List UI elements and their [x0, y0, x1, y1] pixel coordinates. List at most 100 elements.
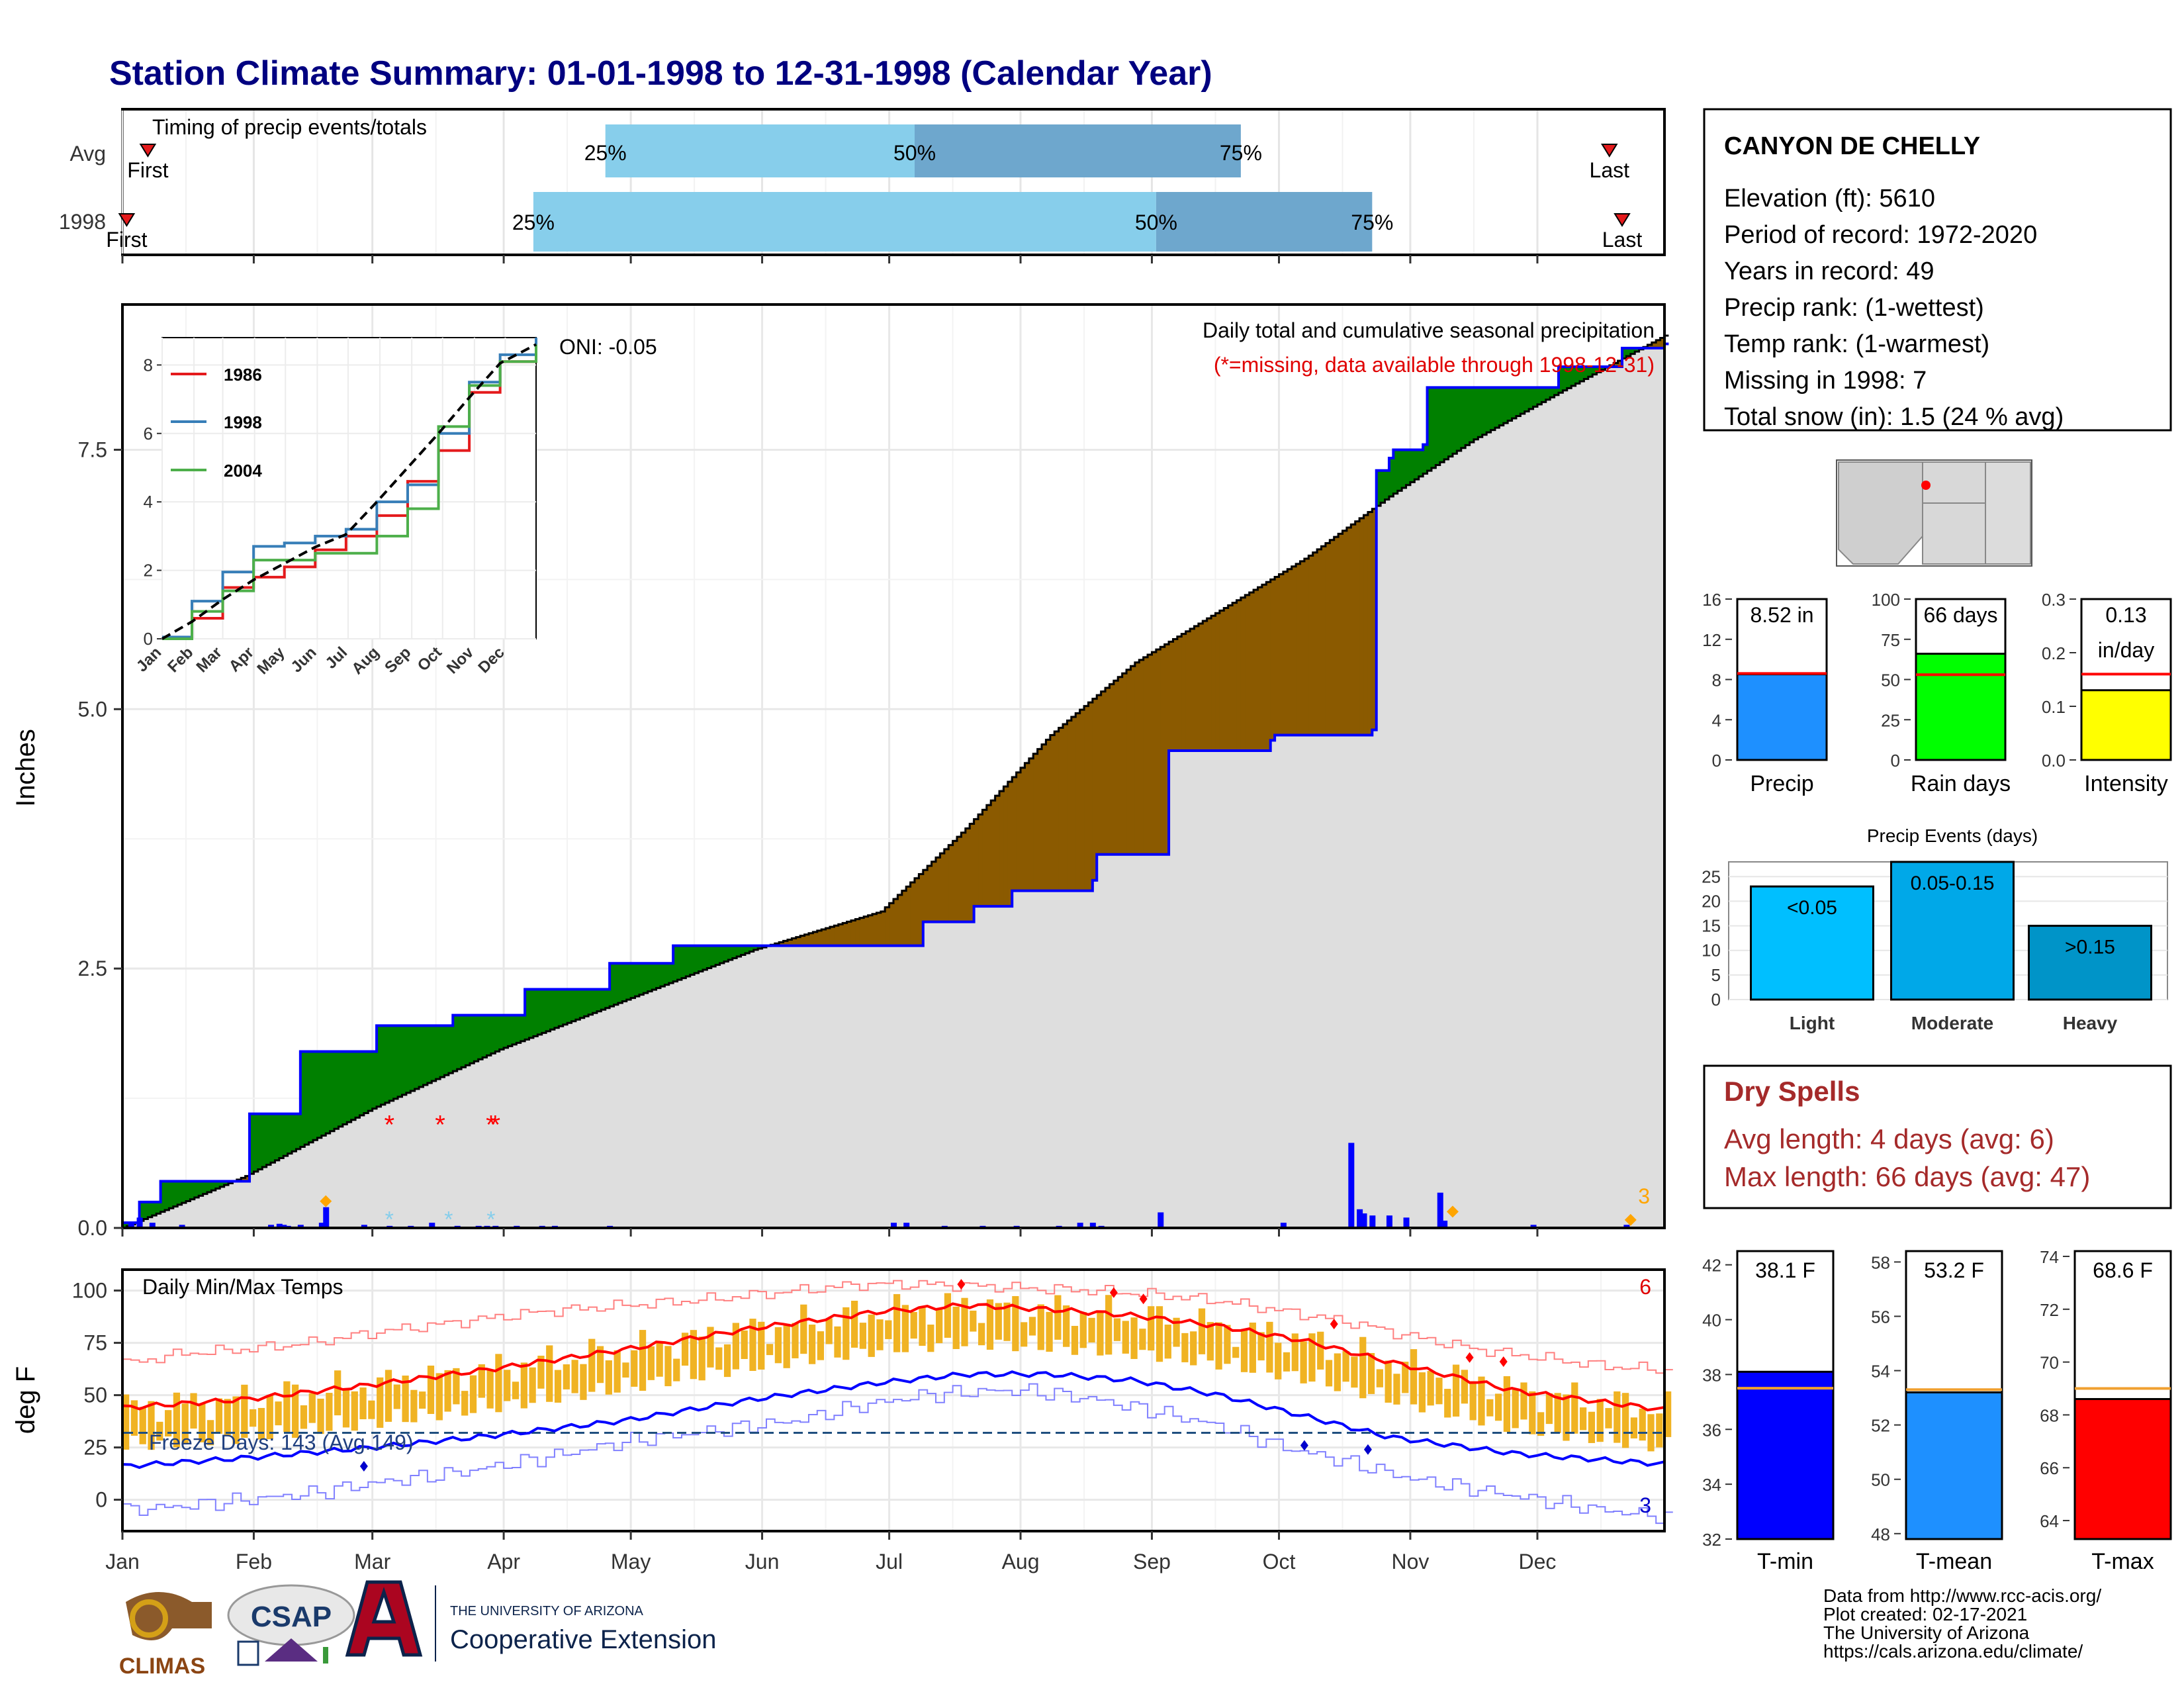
- daily-temp-bar: [1325, 1360, 1333, 1387]
- above-average-area: [571, 989, 576, 1021]
- above-average-area: [677, 945, 682, 980]
- daily-temp-bar: [122, 1394, 130, 1450]
- daily-temp-bar: [402, 1376, 409, 1423]
- station-snow: Total snow (in): 1.5 (24 % avg): [1724, 403, 2064, 431]
- daily-precip-bar: [1089, 1223, 1096, 1228]
- above-average-area: [359, 1051, 365, 1115]
- above-average-area: [283, 1113, 289, 1156]
- inset-y-tick-label: 2: [144, 561, 153, 581]
- daily-temp-bar: [1224, 1325, 1231, 1364]
- daily-temp-bar: [1105, 1295, 1113, 1355]
- above-average-area: [529, 989, 534, 1038]
- daily-temp-bar: [783, 1323, 790, 1368]
- daily-temp-bar: [1317, 1331, 1324, 1370]
- above-average-area: [1579, 367, 1584, 381]
- above-average-area: [338, 1051, 343, 1127]
- below-average-area: [1614, 363, 1619, 367]
- temp-bar-tick-label: 54: [1871, 1362, 1890, 1382]
- daily-temp-bar: [224, 1399, 231, 1436]
- daily-temp-bar: [1359, 1336, 1367, 1399]
- above-average-area: [448, 1025, 453, 1074]
- below-average-area: [817, 930, 822, 946]
- daily-temp-bar: [876, 1319, 884, 1350]
- daily-precip-bar: [179, 1225, 185, 1228]
- timing-bars: 25% 50% 75% First Last 25% 50% 75% First Last: [106, 124, 1642, 252]
- below-average-area: [1084, 706, 1089, 891]
- above-average-area: [1376, 470, 1381, 506]
- above-average-area: [482, 1015, 488, 1058]
- above-average-area: [512, 1015, 517, 1045]
- daily-precip-bar: [1077, 1223, 1083, 1228]
- below-average-area: [1617, 360, 1623, 367]
- above-average-area: [639, 963, 644, 995]
- below-average-area: [1647, 344, 1653, 348]
- daily-temp-bar: [774, 1327, 782, 1364]
- summary-bar-precip: [1736, 673, 1828, 761]
- above-average-area: [144, 1201, 149, 1219]
- daily-temp-bar: [885, 1320, 892, 1339]
- above-average-area: [715, 945, 721, 965]
- above-average-area: [580, 989, 585, 1018]
- daily-temp-bar: [334, 1370, 341, 1416]
- inset-series-1998: [162, 338, 537, 639]
- above-average-area: [469, 1015, 475, 1064]
- daily-temp-bar: [385, 1370, 392, 1422]
- above-average-area: [732, 945, 737, 959]
- below-average-area: [880, 911, 886, 946]
- below-average-area: [889, 903, 894, 946]
- above-average-area: [1571, 367, 1576, 386]
- daily-temp-bar: [622, 1362, 629, 1378]
- timing-row-1998: 1998: [59, 210, 106, 234]
- below-average-area: [1160, 647, 1165, 855]
- above-average-area: [758, 945, 763, 949]
- above-average-area: [148, 1201, 153, 1217]
- above-average-area: [287, 1113, 293, 1154]
- daily-temp-bar: [792, 1323, 799, 1358]
- above-average-area: [1596, 367, 1602, 373]
- record-high-marker: [1330, 1319, 1338, 1330]
- daily-temp-bar: [1554, 1393, 1561, 1433]
- legend-label-1986: 1986: [224, 365, 262, 385]
- daily-temp-bar: [300, 1405, 308, 1429]
- above-average-area: [347, 1051, 352, 1123]
- dry-spells-title: Dry Spells: [1724, 1076, 1860, 1107]
- ua-small-text: THE UNIVERSITY OF ARIZONA: [450, 1604, 644, 1618]
- daily-temp-bar: [1376, 1369, 1383, 1387]
- above-average-area: [1381, 470, 1386, 503]
- first-event-label: First: [106, 228, 147, 252]
- below-average-area: [1156, 649, 1161, 855]
- above-average-area: [723, 945, 729, 962]
- above-average-area: [330, 1051, 335, 1131]
- below-average-area: [1228, 605, 1233, 751]
- daily-temp-bar: [749, 1319, 756, 1371]
- daily-temp-bar: [504, 1370, 511, 1401]
- daily-temp-bar: [469, 1375, 477, 1413]
- above-average-area: [575, 989, 580, 1020]
- above-average-area: [652, 963, 657, 990]
- freeze-days-label: Freeze Days: 143 (Avg.149): [149, 1430, 414, 1454]
- below-average-area: [1215, 613, 1220, 751]
- daily-temp-bar: [512, 1382, 520, 1399]
- daily-temp-bar: [1173, 1317, 1180, 1347]
- events-tick-label: 15: [1702, 916, 1721, 936]
- above-average-area: [381, 1025, 386, 1105]
- above-average-area: [440, 1025, 445, 1078]
- last-event-label: Last: [1602, 228, 1643, 252]
- above-average-area: [215, 1181, 220, 1189]
- below-average-area: [1198, 623, 1203, 751]
- station-precip-rank: Precip rank: (1-wettest): [1724, 294, 1984, 322]
- above-average-area: [402, 1025, 407, 1095]
- temp-bar-t-min: [1736, 1370, 1835, 1540]
- events-bar-label: 0.05-0.15: [1911, 872, 1995, 894]
- daily-temp-bar: [1588, 1411, 1596, 1443]
- daily-temp-bar: [1063, 1305, 1070, 1347]
- below-average-area: [825, 928, 831, 946]
- month-label: Mar: [354, 1550, 390, 1573]
- above-average-area: [1567, 367, 1572, 389]
- snow-day-star: *: [444, 1207, 453, 1232]
- events-tick-label: 10: [1702, 941, 1721, 961]
- daily-temp-bar: [1206, 1322, 1214, 1361]
- daily-temp-bar: [893, 1293, 901, 1352]
- below-average-area: [1152, 652, 1157, 855]
